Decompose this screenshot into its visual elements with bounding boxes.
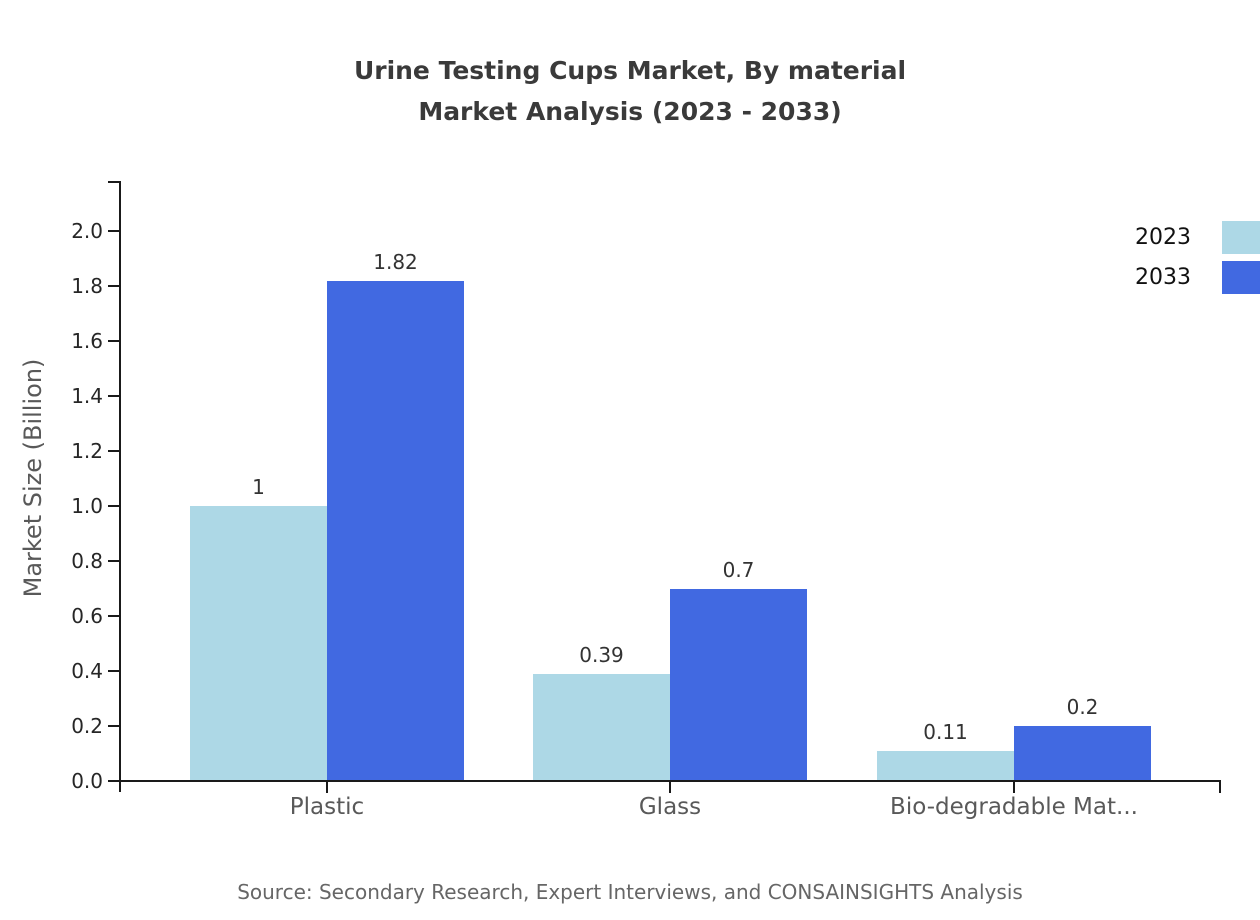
y-axis-spine: [119, 181, 121, 792]
bar-value-label-2033-glass: 0.7: [722, 557, 755, 582]
x-category-label-plastic: Plastic: [289, 794, 365, 820]
y-tick: [108, 670, 120, 672]
x-axis-right-cap: [1219, 780, 1221, 793]
y-tick: [108, 615, 120, 617]
y-tick: [108, 560, 120, 562]
chart-title-line1: Urine Testing Cups Market, By material: [353, 56, 907, 85]
y-tick-label: 1.6: [71, 329, 103, 353]
y-tick-label: 0.4: [71, 659, 103, 683]
legend-swatch-2023: [1222, 221, 1260, 254]
y-tick: [108, 395, 120, 397]
y-tick: [108, 725, 120, 727]
x-category-label-glass: Glass: [638, 794, 702, 820]
bar-value-label-2033-bio-degradable-mat: 0.2: [1066, 695, 1099, 719]
legend-item-2023: 2023: [1135, 221, 1260, 254]
bar-value-label-2023-plastic: 1: [252, 475, 265, 499]
bar-2023-plastic: [190, 506, 327, 781]
legend-label-2023: 2023: [1135, 225, 1191, 250]
legend-label-2033: 2033: [1135, 265, 1191, 290]
y-tick: [108, 450, 120, 452]
x-tick-bio-degradable-mat: [1013, 782, 1015, 793]
y-tick-label: 1.4: [71, 384, 103, 408]
y-tick-label: 2.0: [71, 219, 103, 243]
bar-2033-bio-degradable-mat: [1014, 726, 1151, 781]
y-tick: [108, 230, 120, 232]
bar-value-label-2033-plastic: 1.82: [373, 249, 418, 274]
chart-title: Urine Testing Cups Market, By material M…: [0, 50, 1260, 132]
source-note: Source: Secondary Research, Expert Inter…: [237, 880, 1023, 904]
y-tick-label: 1.0: [71, 494, 103, 518]
x-tick-glass: [669, 782, 671, 793]
bar-value-label-2023-glass: 0.39: [579, 642, 624, 667]
chart-title-line2: Market Analysis (2023 - 2033): [418, 97, 842, 126]
x-category-label-bio-degradable-mat: Bio-degradable Mat...: [890, 794, 1138, 820]
y-tick: [108, 505, 120, 507]
bar-value-label-2023-bio-degradable-mat: 0.11: [923, 719, 968, 744]
x-tick-plastic: [326, 782, 328, 793]
y-tick-label: 1.2: [71, 439, 103, 463]
legend: 2023 2033: [1135, 221, 1260, 301]
y-tick: [108, 285, 120, 287]
bar-2033-glass: [670, 588, 807, 781]
y-tick: [108, 340, 120, 342]
y-tick: [108, 780, 120, 782]
y-tick-label: 1.8: [71, 274, 103, 298]
y-tick-label: 0.2: [71, 714, 103, 738]
x-axis-line: [108, 780, 1221, 782]
legend-swatch-2033: [1222, 261, 1260, 294]
y-tick-label: 0.6: [71, 604, 103, 628]
bar-2033-plastic: [327, 280, 464, 781]
legend-item-2033: 2033: [1135, 261, 1260, 294]
bar-2023-glass: [533, 673, 670, 781]
y-tick-label: 0.8: [71, 549, 103, 573]
y-tick-label: 0.0: [71, 769, 103, 793]
bar-2023-bio-degradable-mat: [877, 750, 1014, 781]
y-axis-top-cap: [108, 181, 120, 183]
